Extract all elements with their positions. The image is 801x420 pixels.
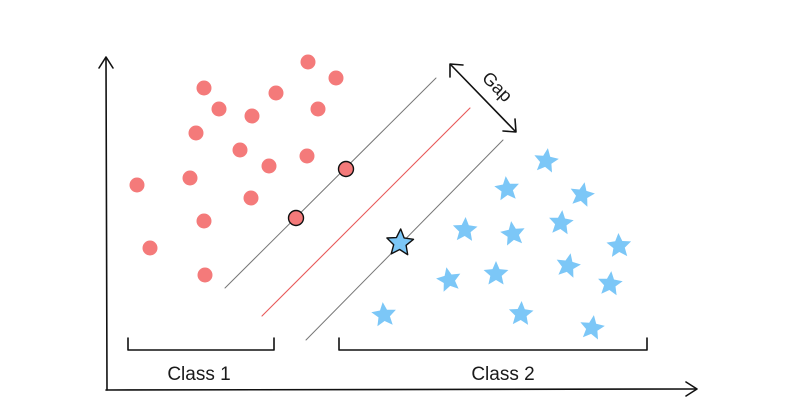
class2-point [570, 182, 595, 207]
class2-point [549, 210, 574, 235]
gap-arrow-shaft [450, 64, 516, 132]
class1-point [232, 142, 248, 158]
gap-arrow-head-bottom [502, 118, 517, 133]
class2-bracket [338, 337, 648, 351]
class1-label: Class 1 [167, 364, 230, 385]
class1-point [211, 101, 227, 117]
class2-point [580, 315, 605, 340]
class1-point [182, 170, 198, 186]
class2-points [371, 148, 632, 340]
hyperplane-line [261, 107, 471, 317]
class2-point [436, 267, 461, 292]
gap-label: Gap [478, 68, 516, 106]
upper-margin-line [224, 77, 437, 289]
y-axis [105, 57, 108, 391]
class1-point [244, 108, 260, 124]
class1-point [188, 125, 204, 141]
class1-support-vectors [287, 160, 355, 227]
y-axis-arrowhead [98, 56, 114, 69]
class2-point [371, 302, 396, 327]
class2-point [500, 221, 525, 246]
class2-point [598, 271, 623, 296]
class2-point [494, 176, 519, 201]
gap-arrow [449, 63, 517, 133]
class1-point [299, 148, 315, 164]
class1-point [129, 177, 145, 193]
class1-point [196, 213, 212, 229]
class2-point [483, 261, 509, 285]
class1-point [328, 70, 344, 86]
class2-point [606, 233, 632, 257]
class1-point [261, 158, 277, 174]
class2-point [556, 253, 581, 278]
class1-points [129, 54, 344, 283]
axes [98, 56, 698, 397]
class2-point [534, 148, 559, 173]
class1-point [243, 190, 259, 206]
class2-point [452, 217, 478, 241]
class2-support-vector [386, 228, 415, 256]
x-axis [105, 388, 697, 391]
class1-bracket [127, 337, 275, 351]
brackets [127, 337, 648, 351]
class1-point [268, 85, 284, 101]
x-axis-arrowhead [685, 381, 698, 397]
gap-arrow-head-top [449, 63, 464, 78]
class1-support-vector [337, 160, 355, 178]
class1-point [197, 267, 213, 283]
class1-support-vector [287, 209, 305, 227]
decision-lines [224, 77, 504, 341]
class1-point [300, 54, 316, 70]
class1-point [310, 101, 326, 117]
class1-point [142, 240, 158, 256]
class1-point [196, 80, 212, 96]
class2-point [508, 301, 534, 325]
class2-label: Class 2 [471, 364, 534, 385]
